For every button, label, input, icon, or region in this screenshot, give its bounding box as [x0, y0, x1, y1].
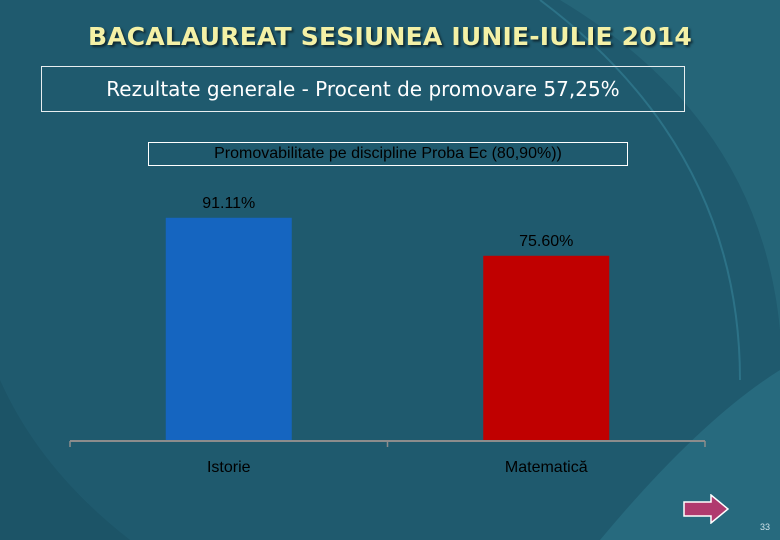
bar-matematica [483, 255, 610, 441]
category-label-matematica: Matematică [505, 459, 588, 476]
data-label-istorie: 91.11% [202, 195, 255, 212]
subtitle-box: Rezultate generale - Procent de promovar… [41, 66, 685, 112]
data-label-matematica: 75.60% [519, 233, 573, 250]
subtitle-text: Rezultate generale - Procent de promovar… [106, 77, 620, 101]
right-arrow-icon[interactable] [683, 494, 729, 524]
bar-chart: 91.11% Istorie 75.60% Matematică [69, 195, 706, 476]
slide-title: BACALAUREAT SESIUNEA IUNIE-IULIE 2014 [87, 22, 693, 51]
chart-title: Promovabilitate pe discipline Proba Ec (… [148, 142, 628, 166]
category-label-istorie: Istorie [207, 459, 251, 476]
labels-layer: 91.11% Istorie 75.60% Matematică [202, 195, 587, 476]
chart-title-text: Promovabilitate pe discipline Proba Ec (… [214, 145, 562, 162]
page-number: 33 [759, 522, 770, 532]
bars-layer [165, 217, 610, 441]
x-axis [69, 440, 706, 447]
bar-istorie [165, 217, 292, 441]
